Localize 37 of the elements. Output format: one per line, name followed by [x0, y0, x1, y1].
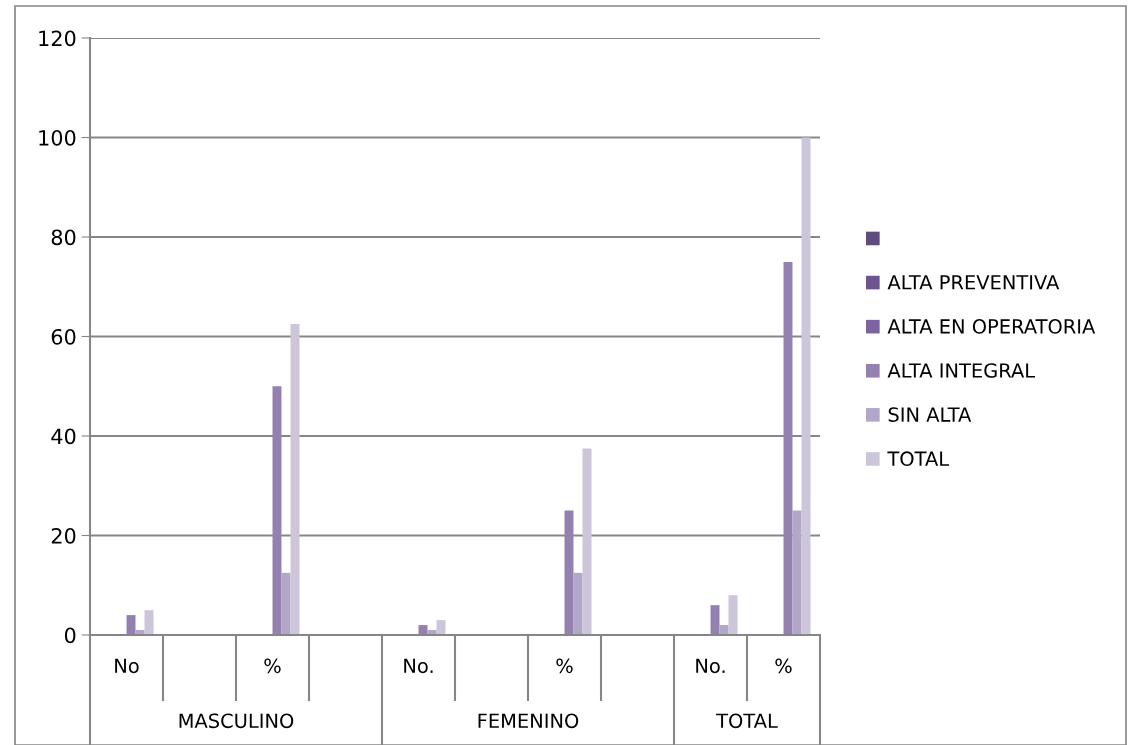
bar	[281, 572, 291, 635]
x-tick-label: %	[556, 658, 573, 674]
bar	[783, 261, 793, 635]
bar	[144, 610, 154, 635]
bar	[573, 572, 583, 635]
bar	[564, 510, 574, 635]
bar	[792, 510, 802, 635]
text: FEMENINO	[478, 713, 579, 729]
y-tick-label: 0	[64, 627, 76, 644]
bar	[436, 620, 446, 635]
text: TOTAL	[716, 713, 778, 729]
x-tick-label: No.	[404, 658, 433, 674]
legend-label: ALTA INTEGRAL	[887, 363, 1035, 378]
legend-label: ALTA EN OPERATORIA	[887, 319, 1096, 334]
bar	[418, 625, 428, 635]
x-tick-label: %	[264, 658, 281, 674]
bar	[719, 625, 729, 635]
legend-label: SIN ALTA	[888, 407, 972, 422]
y-tick-label: 60	[51, 328, 76, 345]
y-tick-label: 40	[51, 428, 76, 445]
bar	[126, 615, 136, 635]
x-tick-label: No	[115, 658, 139, 674]
y-tick-label: 80	[51, 229, 76, 246]
legend-label: ALTA PREVENTIVA	[887, 275, 1060, 290]
y-tick-label: 120	[39, 30, 76, 47]
x-tick-label: No.	[696, 658, 725, 674]
bar	[290, 324, 300, 635]
text: MASCULINO	[179, 713, 294, 729]
legend-label: TOTAL	[887, 451, 949, 467]
bar	[272, 386, 282, 635]
bar	[801, 137, 811, 635]
x-tick-label: %	[775, 658, 792, 674]
bar	[728, 595, 738, 635]
y-tick-label: 20	[51, 527, 76, 544]
bar	[582, 448, 592, 635]
y-tick-label: 100	[39, 129, 76, 146]
bar	[710, 605, 720, 635]
